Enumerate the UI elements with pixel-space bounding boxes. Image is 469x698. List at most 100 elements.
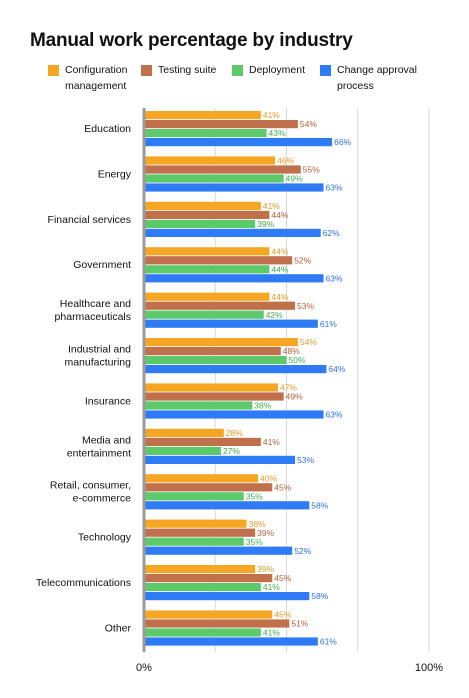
data-label: 49%	[286, 392, 303, 402]
bar	[144, 574, 273, 583]
data-label: 52%	[294, 546, 311, 556]
bar	[144, 565, 256, 574]
bar	[144, 455, 296, 464]
data-label: 35%	[246, 491, 263, 501]
data-label: 39%	[257, 564, 274, 574]
category-label: Government	[73, 259, 131, 271]
legend-label-configuration: Configuration management	[65, 64, 128, 92]
data-label: 41%	[263, 628, 280, 638]
bar	[144, 537, 244, 546]
legend-swatch-change-approval	[320, 65, 331, 76]
category-label: Industrial and	[68, 344, 131, 356]
data-label: 36%	[249, 519, 266, 529]
bar	[144, 265, 270, 274]
bar	[144, 610, 273, 619]
data-label: 58%	[311, 500, 328, 510]
category-label: pharmaceuticals	[55, 311, 131, 323]
bar	[144, 592, 310, 601]
bar	[144, 383, 278, 392]
data-label: 55%	[303, 165, 320, 175]
category-label: Media and	[82, 434, 131, 446]
legend-label-change-approval: Change approval process	[337, 64, 417, 92]
bar	[144, 428, 224, 437]
bar	[144, 301, 296, 310]
bar	[144, 111, 261, 120]
data-label: 48%	[283, 346, 300, 356]
category-label: Other	[105, 622, 132, 634]
data-label: 44%	[271, 264, 288, 274]
data-label: 54%	[300, 119, 317, 129]
data-label: 47%	[280, 383, 297, 393]
data-label: 64%	[328, 364, 345, 374]
bar	[144, 174, 284, 183]
bar	[144, 201, 261, 210]
data-label: 61%	[320, 319, 337, 329]
data-label: 63%	[326, 410, 343, 420]
data-label: 66%	[334, 137, 351, 147]
legend-label-testing: Testing suite	[158, 64, 217, 76]
bar	[144, 247, 270, 256]
legend-swatch-testing	[141, 65, 152, 76]
data-label: 52%	[294, 255, 311, 265]
data-label: 45%	[274, 482, 291, 492]
bar	[144, 492, 244, 501]
bar	[144, 365, 327, 374]
data-label: 44%	[271, 210, 288, 220]
bar	[144, 483, 273, 492]
bar	[144, 356, 287, 365]
x-tick-label: 0%	[136, 662, 152, 674]
bar	[144, 338, 298, 347]
bar	[144, 410, 324, 419]
data-label: 51%	[291, 619, 308, 629]
bar	[144, 619, 290, 628]
bar	[144, 256, 293, 265]
data-label: 35%	[246, 537, 263, 547]
bar	[144, 392, 284, 401]
data-label: 39%	[257, 219, 274, 229]
data-label: 63%	[326, 273, 343, 283]
bar	[144, 446, 221, 455]
legend-label-deployment: Deployment	[249, 64, 306, 76]
category-label: Financial services	[48, 214, 131, 226]
bar	[144, 546, 293, 555]
data-label: 40%	[260, 473, 277, 483]
data-label: 44%	[271, 292, 288, 302]
data-label: 39%	[257, 528, 274, 538]
bar	[144, 138, 333, 147]
bar	[144, 519, 247, 528]
category-label: e-commerce	[73, 493, 132, 505]
data-label: 43%	[269, 128, 286, 138]
bar	[144, 637, 318, 646]
data-label: 53%	[297, 301, 314, 311]
bar	[144, 347, 281, 356]
data-label: 45%	[274, 573, 291, 583]
data-label: 54%	[300, 337, 317, 347]
data-label: 46%	[277, 156, 294, 166]
category-label: Healthcare and	[60, 298, 131, 310]
bar	[144, 165, 301, 174]
data-label: 61%	[320, 637, 337, 647]
data-label: 58%	[311, 591, 328, 601]
category-label: manufacturing	[64, 357, 131, 369]
bar	[144, 156, 276, 165]
bar	[144, 501, 310, 510]
bar	[144, 183, 324, 192]
bar	[144, 219, 256, 228]
data-label: 38%	[254, 401, 271, 411]
data-label: 41%	[263, 201, 280, 211]
category-label: Telecommunications	[36, 577, 131, 589]
data-label: 41%	[263, 437, 280, 447]
bar	[144, 528, 256, 537]
data-label: 44%	[271, 246, 288, 256]
bar	[144, 292, 270, 301]
bar	[144, 474, 258, 483]
category-label: Insurance	[85, 395, 131, 407]
data-label: 27%	[223, 446, 240, 456]
data-label: 42%	[266, 310, 283, 320]
category-label: Education	[84, 123, 131, 135]
x-tick-label: 100%	[415, 662, 443, 674]
data-label: 41%	[263, 110, 280, 120]
category-label: entertainment	[67, 447, 131, 459]
bar	[144, 401, 253, 410]
data-label: 41%	[263, 582, 280, 592]
